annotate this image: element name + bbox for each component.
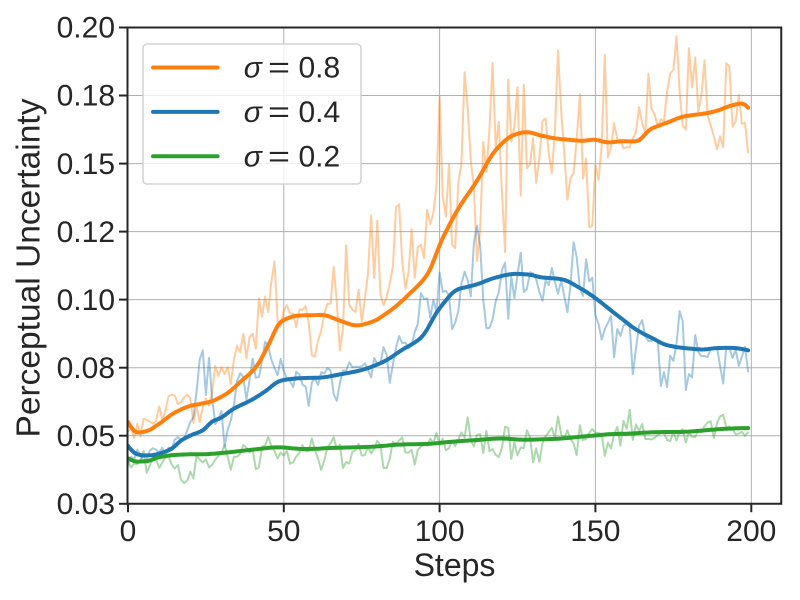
svg-text:0.08: 0.08 <box>57 352 115 385</box>
svg-text:0.18: 0.18 <box>57 80 115 113</box>
svg-text:0.15: 0.15 <box>57 148 115 181</box>
svg-text:200: 200 <box>726 515 776 548</box>
svg-text:100: 100 <box>415 515 465 548</box>
svg-text:0.20: 0.20 <box>57 12 115 45</box>
svg-text:0.05: 0.05 <box>57 420 115 453</box>
svg-text:Steps: Steps <box>414 547 496 583</box>
svg-text:50: 50 <box>267 515 300 548</box>
svg-text:0.10: 0.10 <box>57 284 115 317</box>
svg-text:0.12: 0.12 <box>57 216 115 249</box>
svg-text:0.03: 0.03 <box>57 488 115 521</box>
svg-text:Perceptual Uncertainty: Perceptual Uncertainty <box>11 98 48 437</box>
svg-text:σ=0.4: σ = 0.4 <box>244 96 341 129</box>
svg-text:σ=0.8: σ = 0.8 <box>244 52 341 85</box>
svg-text:σ=0.2: σ = 0.2 <box>244 141 341 174</box>
svg-text:0: 0 <box>120 515 137 548</box>
svg-text:150: 150 <box>570 515 620 548</box>
